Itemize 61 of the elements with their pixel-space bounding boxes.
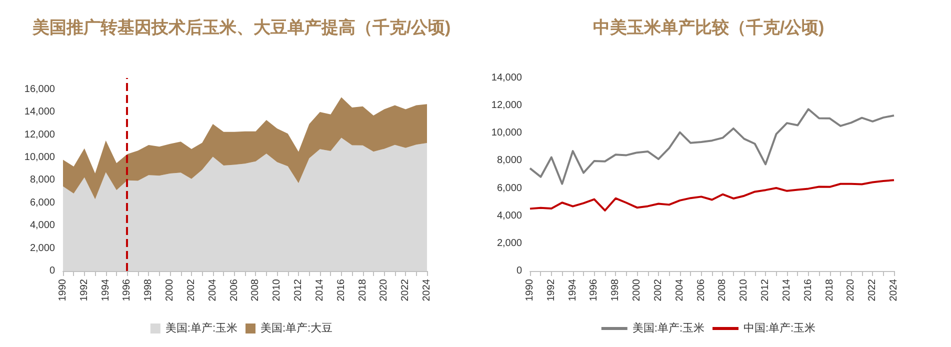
x-tick-label: 2006	[228, 278, 240, 302]
x-tick-label: 2014	[781, 278, 792, 302]
y-tick-label: 8,000	[496, 155, 522, 166]
x-tick-label: 2004	[207, 278, 218, 302]
x-tick-label: 2018	[824, 278, 836, 302]
x-tick-label: 1994	[567, 278, 578, 302]
y-tick-label: 12,000	[24, 129, 56, 140]
x-tick-label: 2018	[357, 278, 368, 302]
y-tick-label: 16,000	[24, 84, 56, 95]
x-tick-label: 2014	[314, 278, 326, 302]
y-tick-label: 12,000	[491, 100, 522, 112]
x-tick-label: 1996	[588, 278, 600, 302]
x-tick-label: 1992	[546, 278, 557, 302]
x-tick-label: 2024	[888, 278, 900, 302]
x-tick-label: 2000	[632, 278, 643, 302]
line-series	[529, 108, 895, 185]
y-tick-label: 0	[516, 266, 522, 276]
x-tick-label: 1990	[524, 278, 536, 302]
x-tick-label: 1992	[78, 278, 90, 302]
x-tick-label: 2010	[272, 278, 283, 302]
x-tick-label: 2004	[674, 278, 686, 302]
x-tick-label: 1998	[143, 278, 154, 302]
x-tick-label: 2000	[164, 278, 176, 302]
legend-label: 美国:单产:玉米	[632, 322, 705, 334]
legend-label: 美国:单产:大豆	[260, 322, 333, 334]
x-tick-label: 2022	[867, 278, 878, 302]
x-tick-label: 2010	[738, 278, 750, 302]
x-tick-label: 2022	[400, 278, 412, 302]
y-tick-label: 0	[49, 266, 56, 276]
legend-label: 美国:单产:玉米	[165, 322, 238, 334]
x-tick-label: 2008	[717, 278, 728, 302]
x-tick-label: 1996	[122, 278, 133, 302]
x-tick-label: 2024	[422, 278, 432, 302]
x-tick-label: 2016	[336, 278, 347, 302]
x-tick-label: 2002	[186, 278, 197, 302]
y-tick-label: 6,000	[30, 197, 56, 208]
y-tick-label: 4,000	[30, 220, 56, 232]
y-tick-label: 8,000	[30, 174, 56, 186]
x-tick-label: 2012	[760, 278, 772, 302]
x-tick-label: 2002	[652, 278, 664, 302]
y-tick-label: 14,000	[491, 72, 522, 84]
x-tick-label: 1990	[58, 278, 68, 302]
x-tick-label: 2006	[696, 278, 707, 302]
x-tick-label: 2012	[293, 278, 304, 302]
y-tick-label: 4,000	[496, 210, 522, 222]
y-tick-label: 10,000	[491, 128, 522, 139]
x-tick-label: 2016	[802, 278, 814, 302]
x-tick-label: 1994	[100, 278, 112, 302]
y-tick-label: 14,000	[24, 106, 56, 118]
y-tick-label: 6,000	[496, 182, 522, 194]
line-series	[529, 179, 895, 212]
chart-title: 中美玉米单产比较（千克/公顷)	[592, 18, 824, 37]
x-tick-label: 1998	[610, 278, 622, 302]
legend-label: 中国:单产:玉米	[744, 322, 816, 334]
x-tick-label: 2020	[846, 278, 857, 302]
y-tick-label: 2,000	[30, 242, 56, 254]
y-tick-label: 2,000	[496, 238, 522, 249]
x-tick-label: 2020	[378, 278, 390, 302]
chart-title: 美国推广转基因技术后玉米、大豆单产提高（千克/公顷)	[31, 18, 451, 37]
x-tick-label: 2008	[250, 278, 262, 302]
y-tick-label: 10,000	[24, 152, 56, 163]
